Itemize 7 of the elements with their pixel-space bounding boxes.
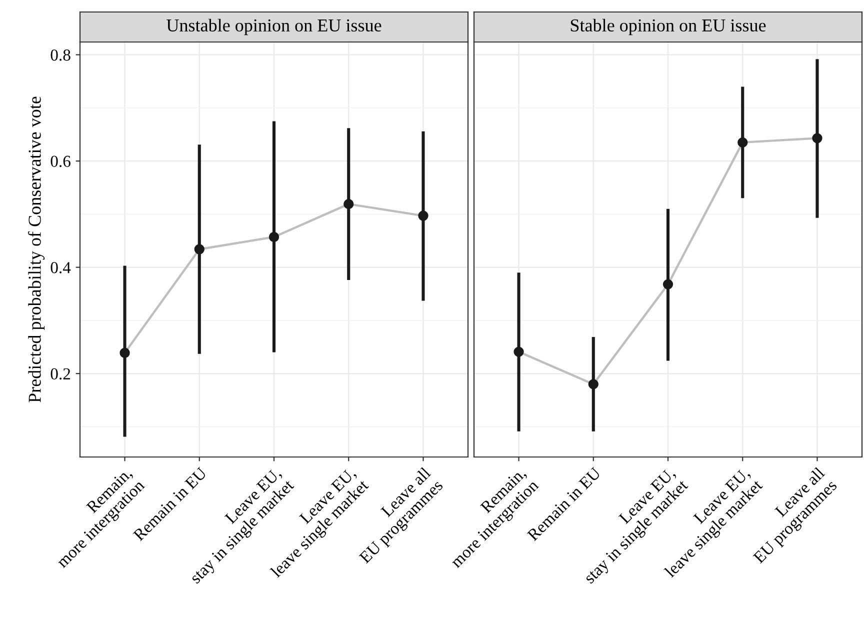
y-tick-label: 0.6 (50, 156, 70, 168)
y-tick-label: 0.4 (50, 262, 71, 274)
chart-title: Stable opinion on EU issue (570, 18, 766, 36)
chart-title: Unstable opinion on EU issue (166, 18, 382, 36)
y-tick-label: 0.2 (50, 368, 70, 380)
y-axis-title: Predicted probability of Conservative vote (28, 96, 45, 402)
y-tick-label: 0.8 (50, 49, 70, 61)
